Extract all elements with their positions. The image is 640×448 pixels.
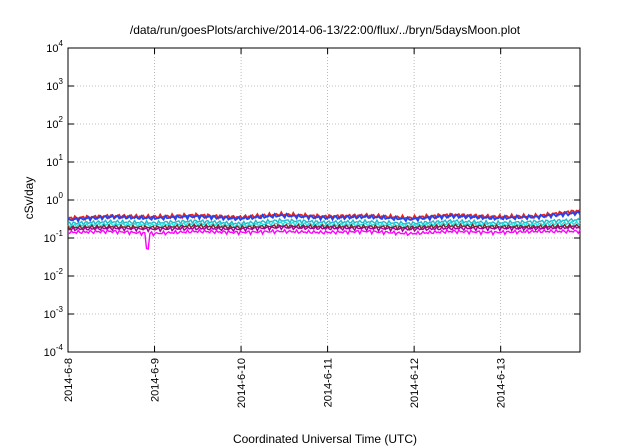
series-line	[67, 217, 581, 228]
x-tick-label: 2014-6-13	[496, 358, 508, 408]
y-tick-label: 104	[46, 39, 63, 55]
x-axis-label: Coordinated Universal Time (UTC)	[233, 432, 417, 446]
x-tick-label: 2014-6-10	[236, 358, 248, 408]
x-tick-label: 2014-6-8	[63, 358, 75, 402]
grid	[68, 48, 580, 352]
x-tick-label: 2014-6-11	[323, 358, 335, 407]
series-line	[67, 228, 581, 251]
series-line	[67, 224, 581, 233]
y-tick-label: 102	[46, 115, 63, 131]
x-tick-label: 2014-6-12	[409, 358, 421, 408]
y-tick-label: 103	[46, 77, 63, 93]
y-tick-label: 101	[46, 153, 63, 169]
y-tick-label: 10-3	[44, 305, 64, 321]
chart-title: /data/run/goesPlots/archive/2014-06-13/2…	[130, 23, 521, 37]
y-tick-label: 100	[46, 191, 63, 207]
series-line	[67, 210, 581, 224]
series-line	[67, 220, 581, 230]
y-tick-label: 10-1	[44, 229, 64, 245]
y-tick-label: 10-4	[44, 343, 64, 359]
series-layer	[67, 209, 581, 251]
x-tick-label: 2014-6-9	[150, 358, 162, 402]
y-axis-label: cSv/day	[22, 177, 36, 220]
x-axis: 2014-6-8 2014-6-9 2014-6-10 2014-6-11 2014-6…	[63, 48, 508, 408]
y-tick-label: 10-2	[44, 267, 64, 283]
y-axis: 10-4 10-3 10-2 10-1 100 101 102 103 104	[44, 39, 580, 359]
